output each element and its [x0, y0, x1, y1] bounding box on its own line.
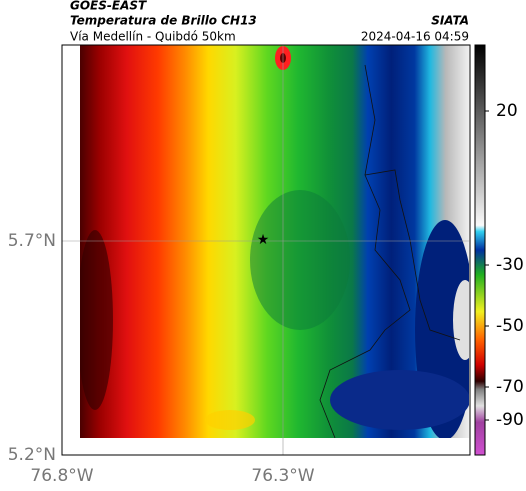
brand: SIATA: [431, 14, 469, 28]
colorbar-label: -50: [496, 316, 524, 336]
y-tick-label: 5.7°N: [8, 231, 56, 251]
colorbar-ticks: [485, 110, 489, 421]
x-tick-label: 76.8°W: [30, 466, 93, 486]
x-tick-label: 76.3°W: [251, 466, 314, 486]
colorbar-label: -70: [496, 377, 524, 397]
location-marker: ★: [257, 232, 270, 248]
subtitle: Vía Medellín - Quibdó 50km: [70, 30, 236, 44]
y-tick-label: 5.2°N: [8, 445, 56, 465]
source: GOES-EAST: [70, 0, 147, 13]
map-frame: [61, 44, 471, 456]
title: Temperatura de Brillo CH13: [70, 14, 257, 28]
colorbar: [474, 44, 486, 456]
colorbar-label: -30: [496, 255, 524, 275]
colorbar-label: -90: [496, 410, 524, 430]
satellite-image: [80, 45, 469, 438]
colorbar-label: 20: [496, 101, 518, 121]
timestamp: 2024-04-16 04:59: [361, 30, 469, 44]
